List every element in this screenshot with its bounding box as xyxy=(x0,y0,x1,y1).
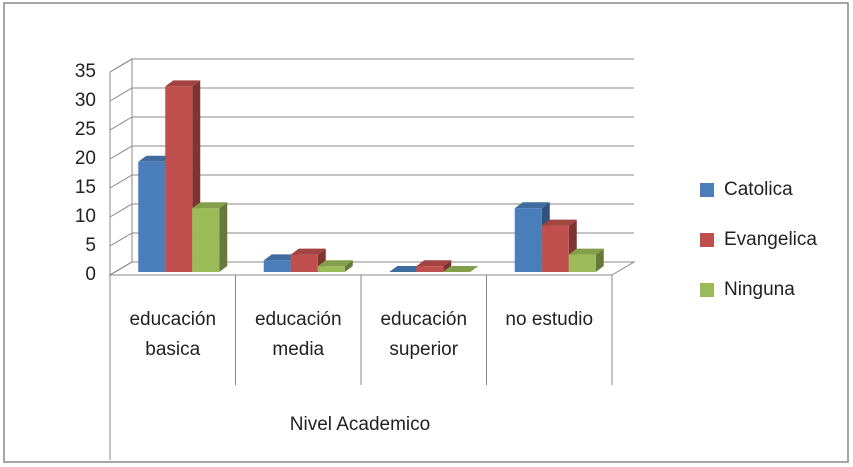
bar-top xyxy=(568,248,604,255)
x-tick-label: educación media xyxy=(254,309,342,360)
bar xyxy=(317,266,345,272)
bar xyxy=(138,161,166,272)
legend-swatch xyxy=(700,233,714,247)
bar-top xyxy=(317,260,353,267)
bar-side xyxy=(344,260,353,272)
bar-top xyxy=(443,266,479,272)
y-tick-label: 10 xyxy=(75,206,96,227)
y-tick-label: 20 xyxy=(75,148,96,169)
bar-side xyxy=(443,260,452,272)
legend-swatch xyxy=(700,283,714,297)
bar-top xyxy=(192,202,228,209)
bar-side xyxy=(219,202,228,272)
legend-label: Evangelica xyxy=(724,229,817,250)
bar xyxy=(568,254,596,272)
grid-line xyxy=(109,232,634,247)
y-tick-label: 30 xyxy=(75,90,96,111)
y-tick-label: 15 xyxy=(75,177,96,198)
bar-top xyxy=(416,260,452,267)
grid-line xyxy=(109,174,634,189)
x-tick-label: no estudio xyxy=(505,309,594,330)
bar-top xyxy=(138,155,174,162)
bar xyxy=(263,260,291,272)
bar xyxy=(514,208,542,272)
grid-line xyxy=(109,116,634,131)
y-tick-label: 0 xyxy=(85,264,96,285)
grid-line xyxy=(109,145,634,160)
bar-top xyxy=(290,248,326,255)
bar xyxy=(192,208,220,272)
bar-side xyxy=(595,248,604,272)
y-tick-label: 35 xyxy=(75,61,96,82)
x-tick-label: educación basica xyxy=(129,309,217,360)
bar-top xyxy=(389,266,425,272)
bar xyxy=(416,266,444,272)
legend-label: Ninguna xyxy=(724,279,795,300)
legend-label: Catolica xyxy=(724,179,793,200)
y-tick-label: 5 xyxy=(85,235,96,256)
grid-line xyxy=(109,87,634,102)
y-tick-label: 25 xyxy=(75,119,96,140)
bar-top xyxy=(263,254,299,261)
bar xyxy=(165,86,193,273)
grid-line xyxy=(109,203,634,218)
bar xyxy=(541,225,569,272)
x-axis-title: Nivel Academico xyxy=(290,414,430,435)
x-tick-label: educación superior xyxy=(380,309,468,360)
grid-line xyxy=(109,261,634,276)
legend-swatch xyxy=(700,183,714,197)
bar-top xyxy=(165,80,201,87)
bar xyxy=(290,254,318,272)
grid-line xyxy=(109,58,634,73)
bar-top xyxy=(514,202,550,209)
bar-top xyxy=(541,219,577,226)
